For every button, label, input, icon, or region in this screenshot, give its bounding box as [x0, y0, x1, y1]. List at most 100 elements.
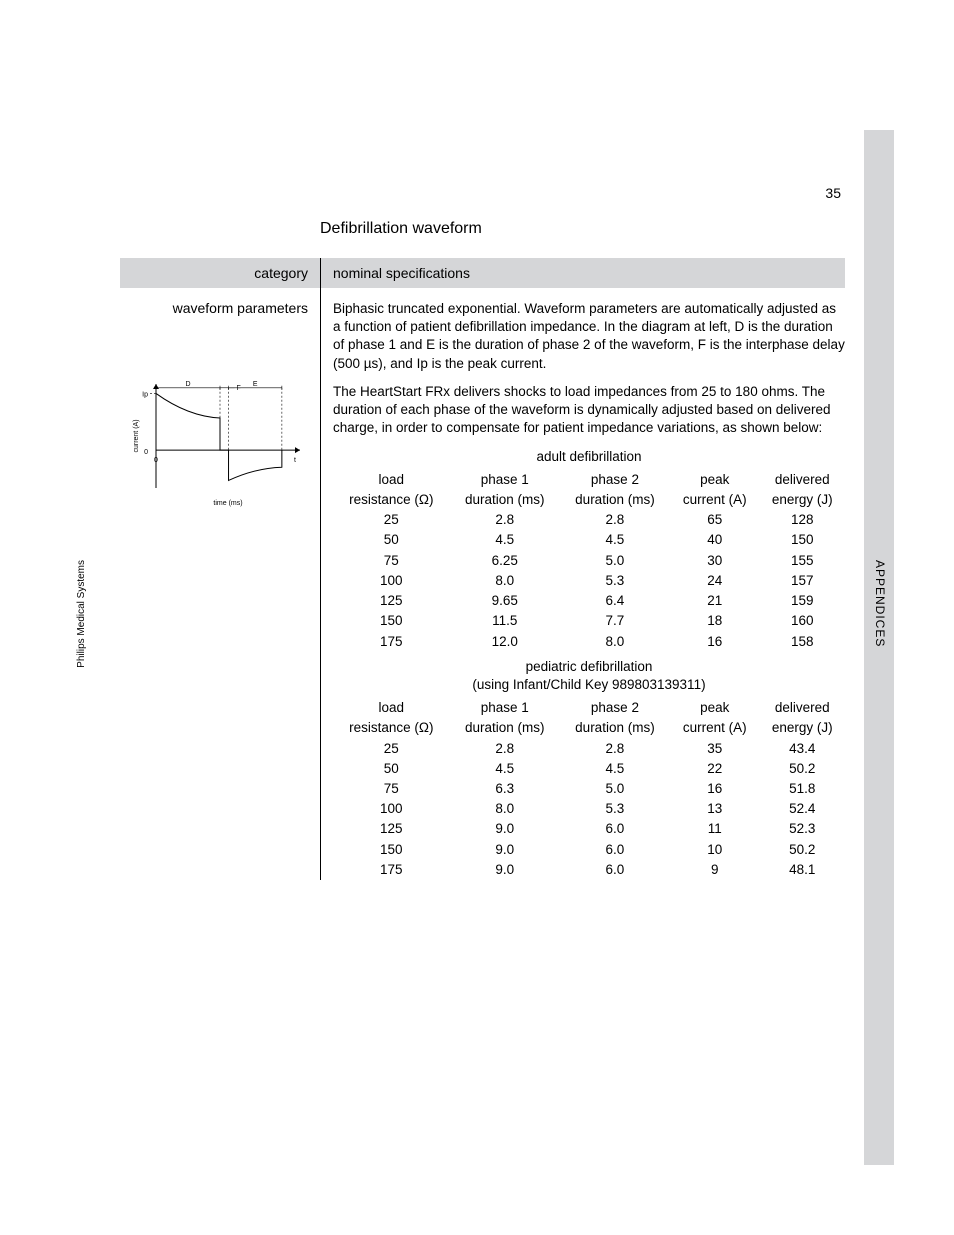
side-tab — [864, 130, 894, 1165]
table-row: 1259.06.01152.3 — [333, 819, 845, 839]
table-cell: 9.0 — [450, 840, 560, 860]
table-cell: 2.8 — [450, 739, 560, 759]
table-cell: 9.65 — [450, 591, 560, 611]
table-body-row: waveform parameters Biphasic truncated e… — [120, 288, 845, 880]
col-head: peak — [670, 470, 759, 490]
table-cell: 65 — [670, 510, 759, 530]
col-head: load — [333, 698, 450, 718]
table-cell: 9.0 — [450, 860, 560, 880]
table-cell: 6.0 — [560, 840, 670, 860]
col-head: load — [333, 470, 450, 490]
table-cell: 24 — [670, 571, 759, 591]
table-cell: 175 — [333, 632, 450, 652]
table-cell: 43.4 — [759, 739, 845, 759]
svg-text:E: E — [253, 381, 258, 388]
col-head: delivered — [759, 470, 845, 490]
table-cell: 52.3 — [759, 819, 845, 839]
table-cell: 52.4 — [759, 799, 845, 819]
table-cell: 175 — [333, 860, 450, 880]
table-row: 756.255.030155 — [333, 551, 845, 571]
col-subhead: duration (ms) — [450, 490, 560, 510]
table-cell: 12.0 — [450, 632, 560, 652]
spec-table: category nominal specifications waveform… — [120, 258, 845, 880]
col-head: phase 1 — [450, 470, 560, 490]
pediatric-caption: pediatric defibrillation — [333, 658, 845, 676]
table-cell: 16 — [670, 779, 759, 799]
table-row: 504.54.52250.2 — [333, 759, 845, 779]
table-row: 1509.06.01050.2 — [333, 840, 845, 860]
table-cell: 4.5 — [560, 530, 670, 550]
table-cell: 35 — [670, 739, 759, 759]
table-row: 252.82.865128 — [333, 510, 845, 530]
col-head: phase 2 — [560, 698, 670, 718]
table-cell: 6.4 — [560, 591, 670, 611]
table-cell: 159 — [759, 591, 845, 611]
col-head: peak — [670, 698, 759, 718]
table-cell: 7.7 — [560, 611, 670, 631]
header-spec: nominal specifications — [320, 258, 470, 288]
table-cell: 158 — [759, 632, 845, 652]
table-cell: 40 — [670, 530, 759, 550]
table-cell: 155 — [759, 551, 845, 571]
table-cell: 125 — [333, 591, 450, 611]
col-head: phase 2 — [560, 470, 670, 490]
table-cell: 128 — [759, 510, 845, 530]
header-category: category — [120, 265, 320, 281]
table-cell: 51.8 — [759, 779, 845, 799]
table-cell: 2.8 — [560, 739, 670, 759]
table-cell: 50 — [333, 759, 450, 779]
adult-table: loadphase 1phase 2peakdelivered resistanc… — [333, 470, 845, 652]
table-cell: 4.5 — [450, 530, 560, 550]
table-cell: 11.5 — [450, 611, 560, 631]
table-cell: 125 — [333, 819, 450, 839]
row-label: waveform parameters — [120, 288, 320, 880]
svg-text:current (A): current (A) — [133, 419, 140, 452]
pediatric-tbody: 252.82.83543.4504.54.52250.2756.35.01651… — [333, 739, 845, 881]
table-row: 15011.57.718160 — [333, 611, 845, 631]
svg-text:F: F — [237, 385, 241, 392]
table-cell: 6.0 — [560, 860, 670, 880]
table-cell: 21 — [670, 591, 759, 611]
table-cell: 13 — [670, 799, 759, 819]
pediatric-table: loadphase 1phase 2peakdeliveredresistanc… — [333, 698, 845, 880]
table-row: 17512.08.016158 — [333, 632, 845, 652]
page-number: 35 — [825, 185, 841, 201]
table-cell: 2.8 — [560, 510, 670, 530]
table-cell: 48.1 — [759, 860, 845, 880]
table-cell: 6.0 — [560, 819, 670, 839]
pediatric-thead: loadphase 1phase 2peakdeliveredresistanc… — [333, 698, 845, 738]
svg-text:0: 0 — [154, 457, 158, 464]
table-cell: 25 — [333, 739, 450, 759]
adult-caption: adult defibrillation — [333, 448, 845, 466]
table-cell: 22 — [670, 759, 759, 779]
side-tab-label: APPENDICES — [873, 560, 887, 647]
table-cell: 75 — [333, 551, 450, 571]
table-header-row: category nominal specifications — [120, 258, 845, 288]
table-cell: 50 — [333, 530, 450, 550]
waveform-diagram: 00ttime (ms)current (A)IpDEF — [128, 378, 306, 508]
adult-thead: loadphase 1phase 2peakdelivered resistanc… — [333, 470, 845, 510]
col-subhead: resistance (Ω) — [333, 718, 450, 738]
adult-tbody: 252.82.865128504.54.540150756.255.030155… — [333, 510, 845, 652]
table-cell: 100 — [333, 571, 450, 591]
table-cell: 11 — [670, 819, 759, 839]
table-cell: 5.0 — [560, 551, 670, 571]
table-cell: 75 — [333, 779, 450, 799]
col-subhead: energy (J) — [759, 718, 845, 738]
col-subhead: duration (ms) — [450, 718, 560, 738]
table-cell: 4.5 — [450, 759, 560, 779]
col-subhead: resistance (Ω) — [333, 490, 450, 510]
table-cell: 5.3 — [560, 571, 670, 591]
table-row: 252.82.83543.4 — [333, 739, 845, 759]
svg-text:time (ms): time (ms) — [213, 500, 242, 507]
table-row: 1008.05.324157 — [333, 571, 845, 591]
col-subhead: duration (ms) — [560, 718, 670, 738]
svg-text:Ip: Ip — [142, 391, 148, 398]
table-row: 504.54.540150 — [333, 530, 845, 550]
table-cell: 50.2 — [759, 840, 845, 860]
table-cell: 150 — [333, 611, 450, 631]
publisher-label: Philips Medical Systems — [76, 560, 87, 668]
col-subhead: current (A) — [670, 718, 759, 738]
table-cell: 30 — [670, 551, 759, 571]
pediatric-subcaption: (using Infant/Child Key 989803139311) — [333, 676, 845, 694]
